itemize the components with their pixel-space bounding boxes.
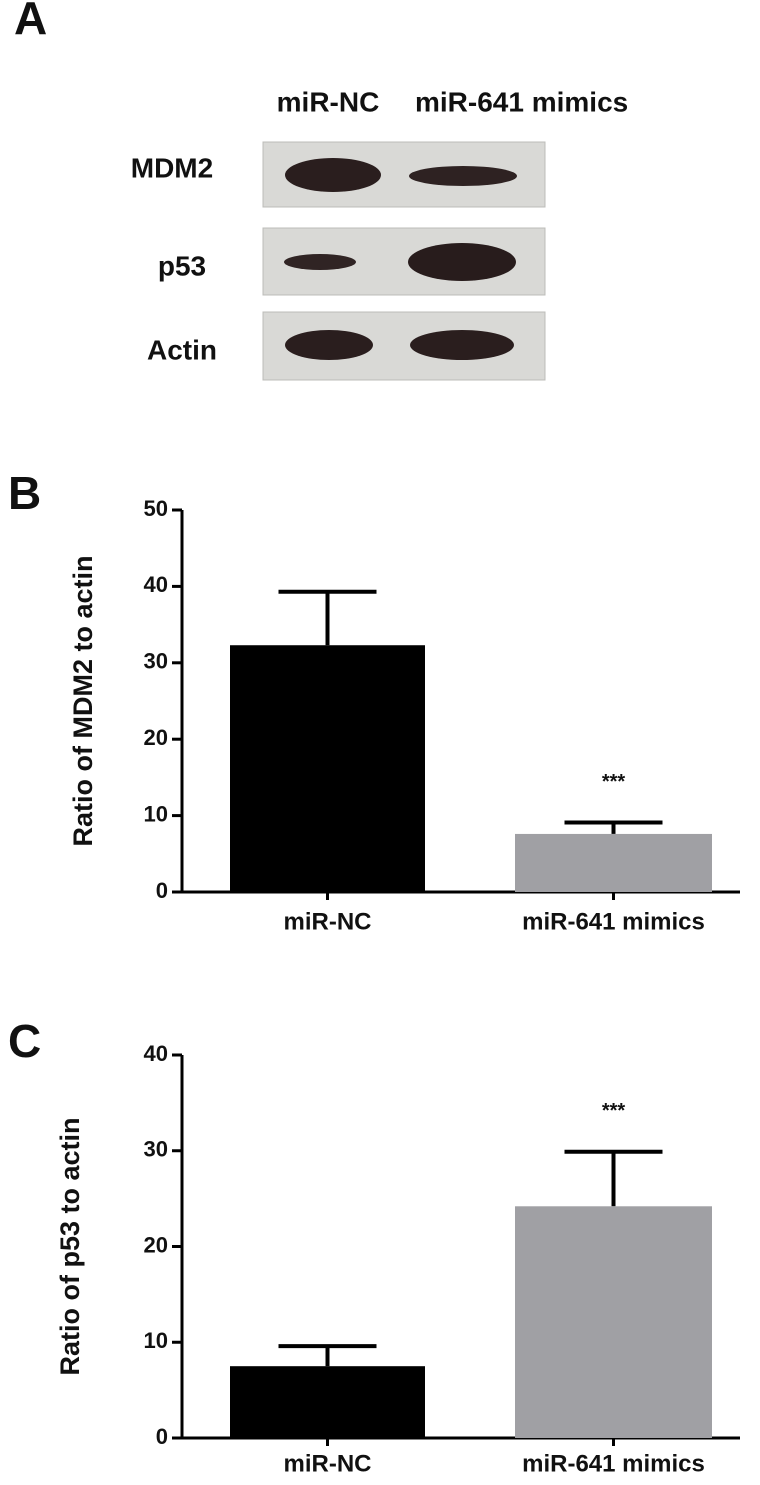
panel-label: C	[8, 1015, 41, 1067]
y-tick-label: 0	[156, 1424, 168, 1449]
bar	[515, 1206, 712, 1438]
blot-row-label: MDM2	[131, 152, 213, 183]
blot-row-label: p53	[158, 250, 206, 281]
blot-column-label: miR-641 mimics	[415, 86, 628, 117]
y-tick-label: 10	[144, 801, 168, 826]
significance-label: ***	[602, 1100, 626, 1122]
y-tick-label: 30	[144, 649, 168, 674]
y-tick-label: 50	[144, 496, 168, 521]
x-tick-label: miR-NC	[284, 1450, 372, 1477]
y-tick-label: 0	[156, 878, 168, 903]
y-axis-label: Ratio of p53 to actin	[55, 1117, 85, 1375]
y-tick-label: 40	[144, 1041, 168, 1066]
panel-label: A	[14, 0, 47, 44]
panel-label: B	[8, 467, 41, 519]
x-tick-label: miR-641 mimics	[522, 908, 705, 935]
bar	[230, 1366, 425, 1438]
blot-row-label: Actin	[147, 334, 217, 365]
blot-column-label: miR-NC	[277, 86, 380, 117]
y-axis-label: Ratio of MDM2 to actin	[68, 556, 98, 847]
y-tick-label: 20	[144, 1232, 168, 1257]
bar	[515, 833, 712, 892]
y-tick-label: 40	[144, 572, 168, 597]
blot-strips	[262, 141, 546, 381]
y-tick-label: 30	[144, 1137, 168, 1162]
y-tick-label: 10	[144, 1328, 168, 1353]
y-tick-label: 20	[144, 725, 168, 750]
x-tick-label: miR-NC	[284, 908, 372, 935]
bar	[230, 645, 425, 892]
x-tick-label: miR-641 mimics	[522, 1450, 705, 1477]
significance-label: ***	[602, 771, 626, 793]
